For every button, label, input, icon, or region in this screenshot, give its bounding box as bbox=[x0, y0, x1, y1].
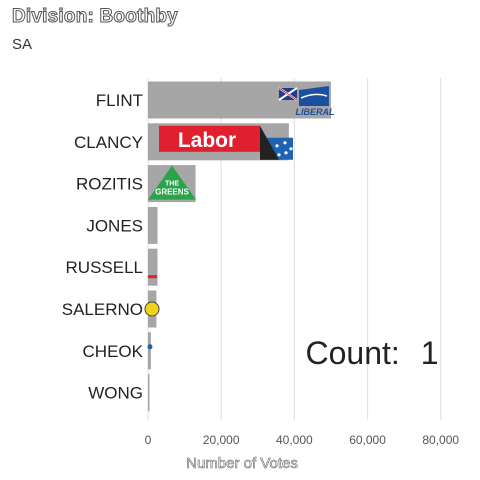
category-label: SALERNO bbox=[62, 300, 143, 319]
x-tick-label: 80,000 bbox=[422, 433, 459, 447]
labor-star bbox=[289, 147, 292, 150]
minor-party-mark bbox=[145, 302, 159, 316]
labor-star bbox=[277, 153, 280, 156]
x-axis-label: Number of Votes bbox=[186, 455, 298, 472]
x-tick-label: 0 bbox=[145, 433, 152, 447]
category-label: FLINT bbox=[96, 91, 143, 110]
liberal-logo: LIBERAL bbox=[277, 84, 335, 117]
x-tick-label: 40,000 bbox=[276, 433, 313, 447]
category-label: CLANCY bbox=[74, 133, 143, 152]
minor-party-mark bbox=[148, 275, 157, 278]
category-label: WONG bbox=[88, 384, 143, 403]
category-labels: FLINT CLANCY ROZITIS JONES RUSSELL SALERNO CHE… bbox=[62, 91, 144, 403]
x-tick-labels: 0 20,000 40,000 60,000 80,000 bbox=[145, 433, 460, 447]
labor-star bbox=[275, 144, 278, 147]
category-label: CHEOK bbox=[83, 342, 144, 361]
count-label-text: Count: bbox=[306, 335, 400, 371]
labor-star bbox=[283, 141, 286, 144]
liberal-logo-text: LIBERAL bbox=[295, 107, 334, 117]
bar bbox=[148, 374, 150, 411]
category-label: JONES bbox=[86, 216, 143, 235]
category-label: ROZITIS bbox=[76, 175, 143, 194]
x-tick-label: 60,000 bbox=[349, 433, 386, 447]
bar bbox=[148, 207, 158, 244]
greens-logo-text: THE bbox=[165, 181, 179, 188]
count-value: 1 bbox=[421, 335, 439, 371]
greens-logo-text: GREENS bbox=[155, 188, 189, 197]
bar bbox=[148, 332, 151, 369]
minor-party-mark bbox=[148, 344, 153, 349]
labor-logo-text: Labor bbox=[178, 129, 236, 152]
count-label: Count: 1 bbox=[306, 335, 439, 371]
category-label: RUSSELL bbox=[66, 258, 143, 277]
labor-star bbox=[284, 151, 287, 154]
bar bbox=[148, 249, 158, 286]
x-tick-label: 20,000 bbox=[203, 433, 240, 447]
